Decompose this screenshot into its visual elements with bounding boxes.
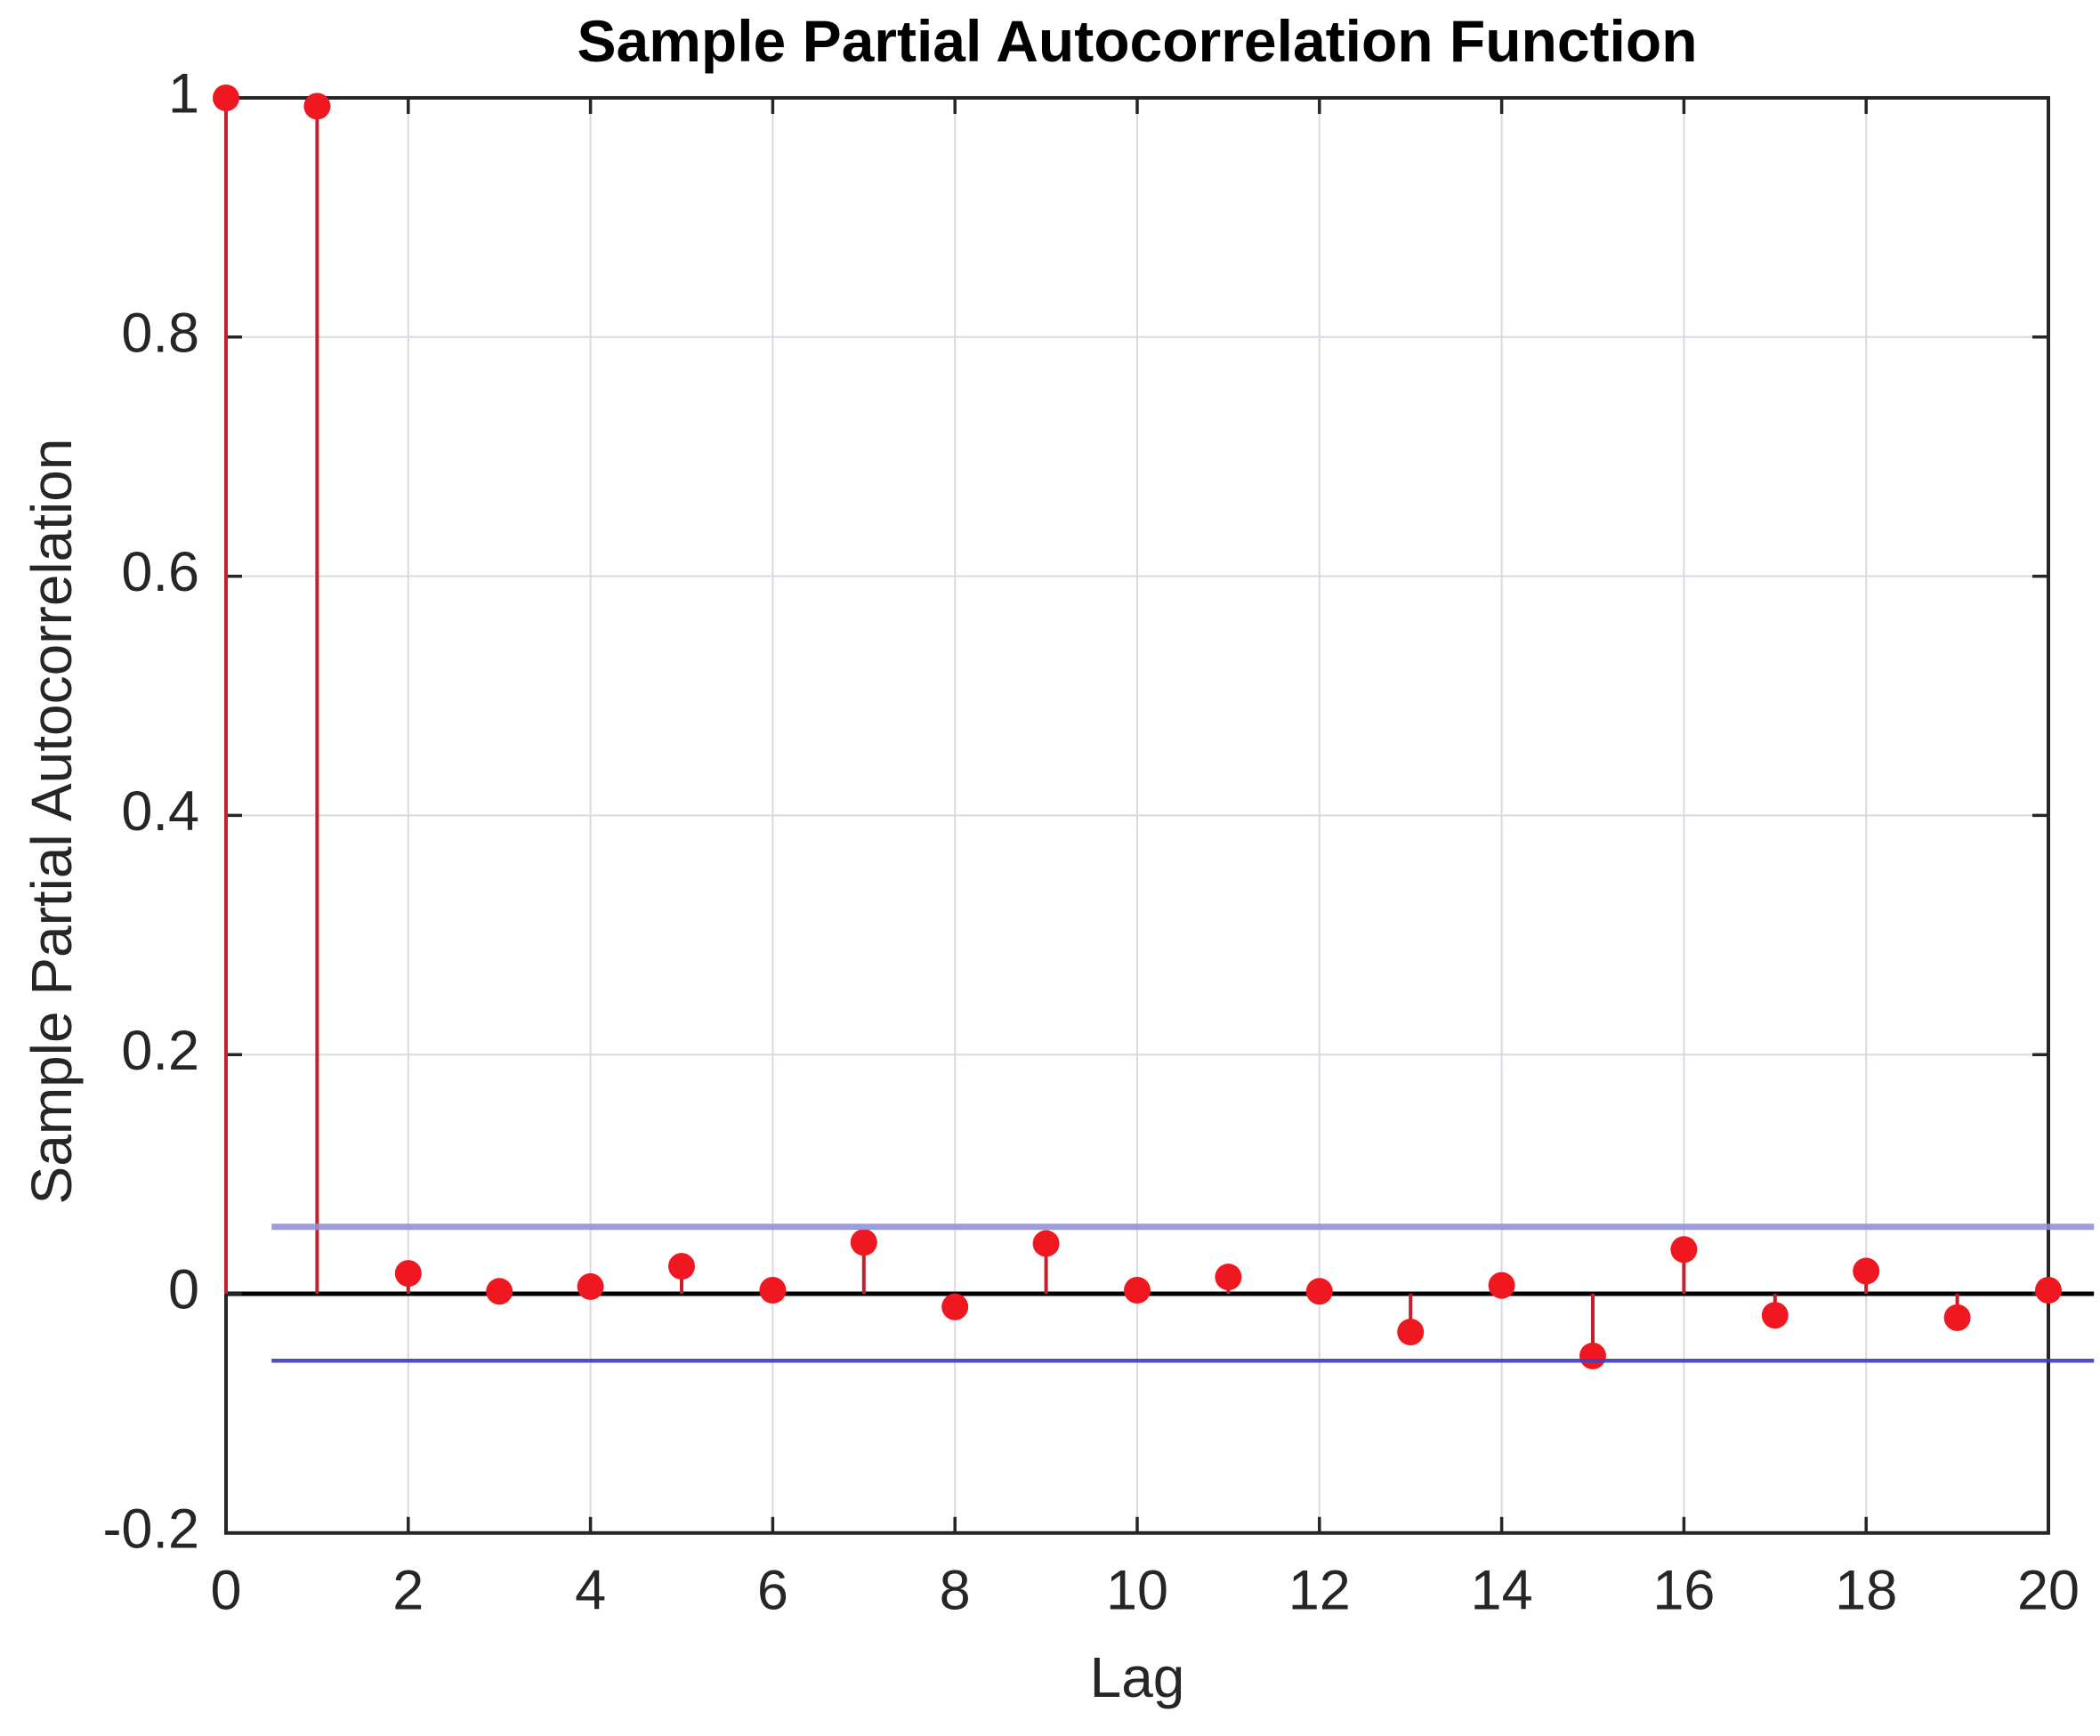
x-tick-label-0: 0 bbox=[210, 1560, 241, 1622]
marker-lag-18 bbox=[1853, 1257, 1880, 1285]
marker-lag-15 bbox=[1579, 1342, 1606, 1369]
x-tick-label-16: 16 bbox=[1652, 1560, 1715, 1622]
x-tick-label-18: 18 bbox=[1835, 1560, 1897, 1622]
x-tick-label-12: 12 bbox=[1288, 1560, 1351, 1622]
marker-lag-17 bbox=[1761, 1302, 1789, 1329]
x-tick-label-6: 6 bbox=[757, 1560, 788, 1622]
marker-lag-3 bbox=[486, 1278, 513, 1305]
chart-title: Sample Partial Autocorrelation Function bbox=[577, 8, 1698, 74]
marker-lag-19 bbox=[1943, 1304, 1971, 1331]
x-tick-label-20: 20 bbox=[2017, 1560, 2080, 1622]
marker-lag-4 bbox=[577, 1272, 604, 1300]
marker-lag-20 bbox=[2035, 1276, 2062, 1304]
x-tick-label-4: 4 bbox=[575, 1560, 606, 1622]
marker-lag-0 bbox=[213, 85, 239, 111]
marker-lag-12 bbox=[1305, 1278, 1333, 1305]
marker-lag-1 bbox=[303, 93, 331, 120]
y-tick-label--0.2: -0.2 bbox=[102, 1498, 199, 1560]
x-tick-label-8: 8 bbox=[940, 1560, 971, 1622]
marker-lag-2 bbox=[394, 1260, 422, 1288]
y-tick-label-1: 1 bbox=[168, 63, 199, 125]
x-axis-label: Lag bbox=[1089, 1645, 1185, 1709]
marker-lag-16 bbox=[1670, 1236, 1698, 1264]
marker-lag-6 bbox=[759, 1276, 787, 1304]
y-tick-label-0.6: 0.6 bbox=[121, 541, 199, 603]
x-tick-label-14: 14 bbox=[1471, 1560, 1533, 1622]
marker-lag-7 bbox=[850, 1229, 877, 1256]
marker-lag-5 bbox=[668, 1253, 695, 1280]
marker-lag-13 bbox=[1397, 1319, 1425, 1346]
marker-lag-11 bbox=[1215, 1264, 1242, 1291]
y-tick-label-0.4: 0.4 bbox=[121, 780, 199, 843]
marker-lag-8 bbox=[941, 1293, 969, 1320]
y-tick-label-0.8: 0.8 bbox=[121, 302, 199, 364]
marker-lag-9 bbox=[1032, 1230, 1060, 1257]
y-axis-label: Sample Partial Autocorrelation bbox=[20, 438, 84, 1205]
y-tick-label-0.2: 0.2 bbox=[121, 1020, 199, 1082]
x-tick-label-2: 2 bbox=[392, 1560, 424, 1622]
y-tick-label-0: 0 bbox=[168, 1259, 199, 1321]
x-tick-label-10: 10 bbox=[1106, 1560, 1168, 1622]
marker-lag-10 bbox=[1124, 1276, 1151, 1304]
marker-lag-14 bbox=[1488, 1272, 1515, 1299]
